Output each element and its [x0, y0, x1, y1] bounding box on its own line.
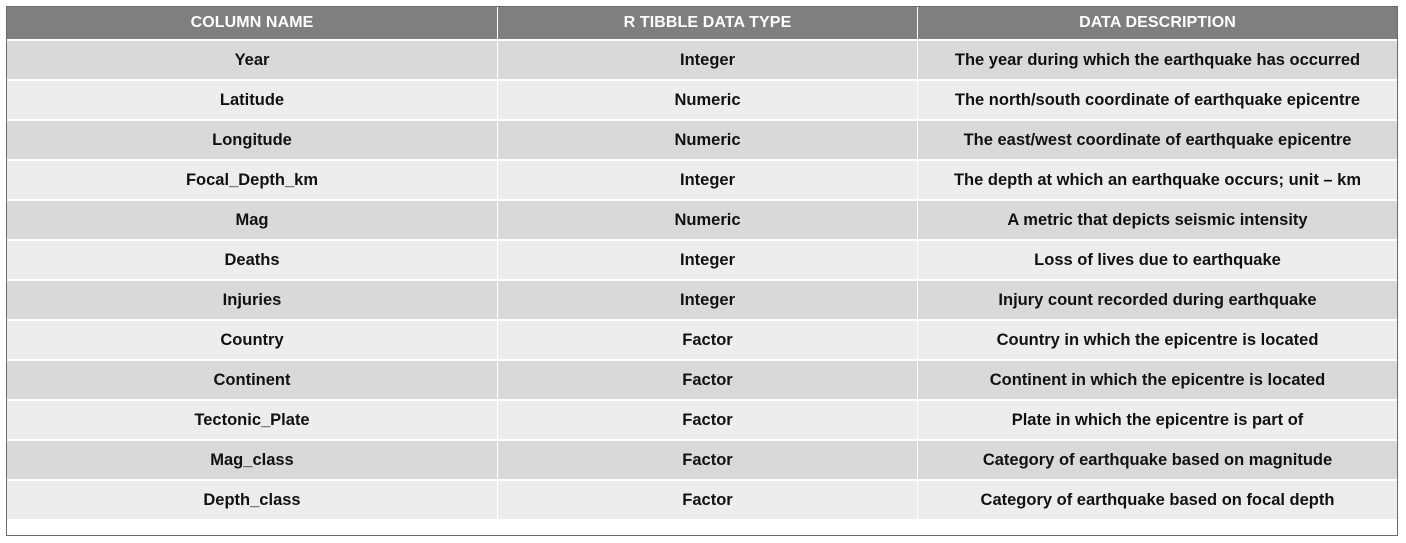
table-row: Latitude Numeric The north/south coordin… [7, 79, 1397, 119]
cell-data-type: Factor [498, 319, 918, 359]
header-data-description: DATA DESCRIPTION [918, 7, 1397, 39]
cell-column-name: Latitude [7, 79, 498, 119]
table-row: Deaths Integer Loss of lives due to eart… [7, 239, 1397, 279]
cell-data-description: The east/west coordinate of earthquake e… [918, 119, 1397, 159]
cell-data-description: Category of earthquake based on magnitud… [918, 439, 1397, 479]
table-row: Continent Factor Continent in which the … [7, 359, 1397, 399]
cell-data-description: Loss of lives due to earthquake [918, 239, 1397, 279]
cell-data-type: Numeric [498, 199, 918, 239]
cell-data-type: Factor [498, 359, 918, 399]
cell-column-name: Country [7, 319, 498, 359]
cell-data-type: Integer [498, 159, 918, 199]
cell-data-type: Integer [498, 39, 918, 79]
data-dictionary-frame: COLUMN NAME R TIBBLE DATA TYPE DATA DESC… [6, 6, 1398, 536]
cell-data-type: Integer [498, 279, 918, 319]
table-row: Year Integer The year during which the e… [7, 39, 1397, 79]
header-row: COLUMN NAME R TIBBLE DATA TYPE DATA DESC… [7, 7, 1397, 39]
data-dictionary-table: COLUMN NAME R TIBBLE DATA TYPE DATA DESC… [7, 7, 1397, 519]
cell-column-name: Year [7, 39, 498, 79]
cell-data-description: Continent in which the epicentre is loca… [918, 359, 1397, 399]
header-column-name: COLUMN NAME [7, 7, 498, 39]
cell-data-type: Numeric [498, 119, 918, 159]
cell-data-description: The depth at which an earthquake occurs;… [918, 159, 1397, 199]
table-row: Injuries Integer Injury count recorded d… [7, 279, 1397, 319]
cell-column-name: Injuries [7, 279, 498, 319]
cell-data-description: The year during which the earthquake has… [918, 39, 1397, 79]
cell-column-name: Depth_class [7, 479, 498, 519]
cell-column-name: Deaths [7, 239, 498, 279]
table-row: Tectonic_Plate Factor Plate in which the… [7, 399, 1397, 439]
table-row: Mag_class Factor Category of earthquake … [7, 439, 1397, 479]
cell-column-name: Mag_class [7, 439, 498, 479]
cell-data-description: Category of earthquake based on focal de… [918, 479, 1397, 519]
table-row: Focal_Depth_km Integer The depth at whic… [7, 159, 1397, 199]
table-row: Longitude Numeric The east/west coordina… [7, 119, 1397, 159]
cell-data-description: A metric that depicts seismic intensity [918, 199, 1397, 239]
cell-data-type: Factor [498, 399, 918, 439]
header-data-type: R TIBBLE DATA TYPE [498, 7, 918, 39]
cell-data-type: Integer [498, 239, 918, 279]
cell-data-description: Injury count recorded during earthquake [918, 279, 1397, 319]
cell-column-name: Continent [7, 359, 498, 399]
table-row: Mag Numeric A metric that depicts seismi… [7, 199, 1397, 239]
cell-column-name: Longitude [7, 119, 498, 159]
cell-data-type: Factor [498, 479, 918, 519]
cell-column-name: Focal_Depth_km [7, 159, 498, 199]
cell-data-description: Plate in which the epicentre is part of [918, 399, 1397, 439]
cell-data-type: Numeric [498, 79, 918, 119]
cell-column-name: Tectonic_Plate [7, 399, 498, 439]
table-row: Country Factor Country in which the epic… [7, 319, 1397, 359]
cell-data-type: Factor [498, 439, 918, 479]
cell-data-description: Country in which the epicentre is locate… [918, 319, 1397, 359]
cell-column-name: Mag [7, 199, 498, 239]
cell-data-description: The north/south coordinate of earthquake… [918, 79, 1397, 119]
table-row: Depth_class Factor Category of earthquak… [7, 479, 1397, 519]
